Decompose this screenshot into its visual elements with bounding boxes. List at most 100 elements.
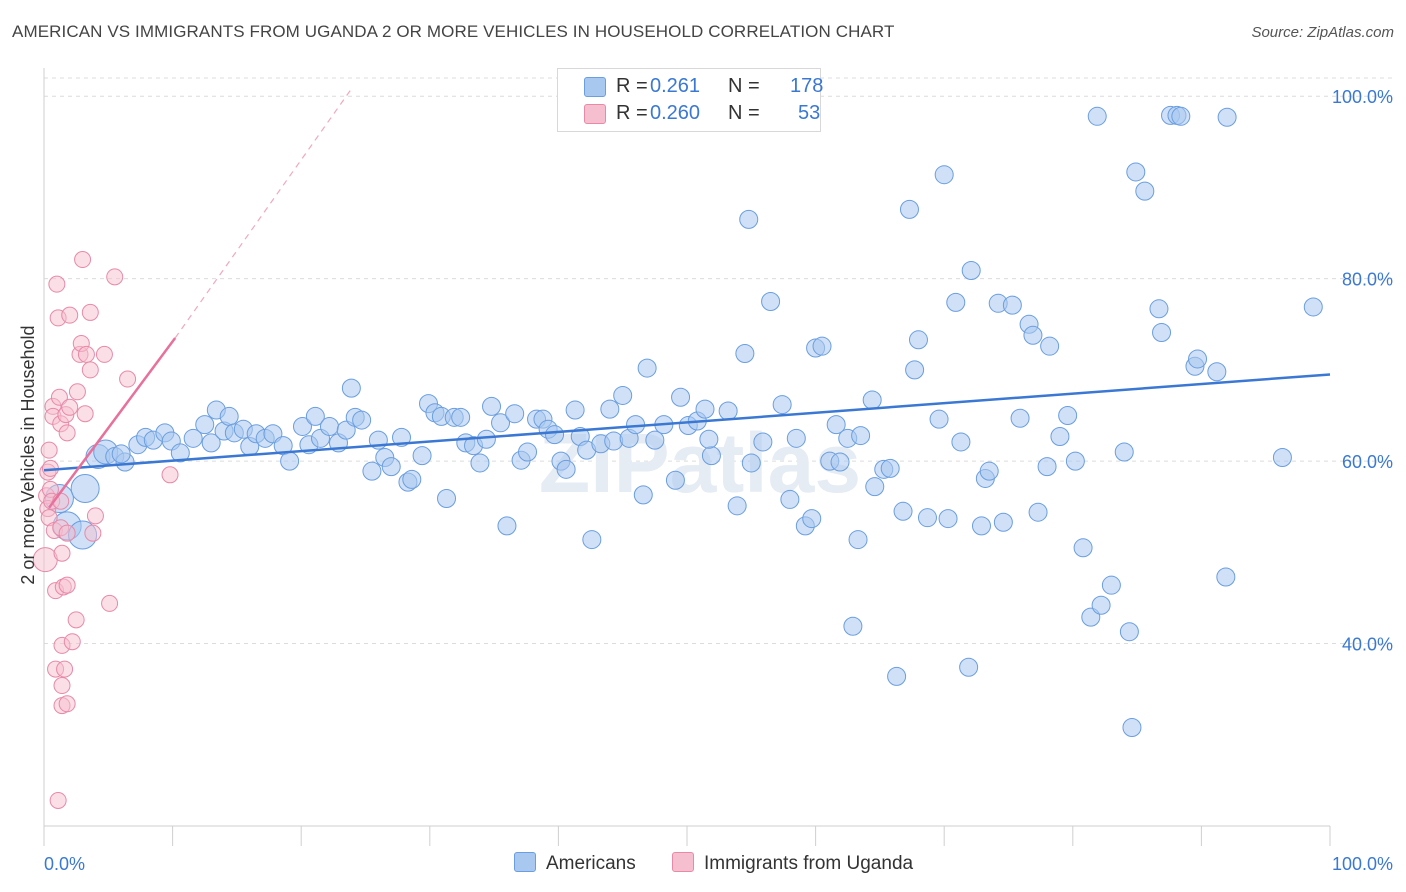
americans-point xyxy=(699,429,719,449)
americans-point xyxy=(1002,295,1022,315)
americans-trend-line xyxy=(43,373,1331,472)
americans-point xyxy=(865,477,885,497)
americans-point xyxy=(772,395,792,415)
americans-point xyxy=(183,428,203,448)
uganda-point xyxy=(67,611,85,629)
americans-point xyxy=(1037,457,1057,477)
americans-point xyxy=(482,396,502,416)
americans-point xyxy=(917,508,937,528)
americans-point xyxy=(451,407,471,427)
americans-point xyxy=(476,429,496,449)
uganda-point xyxy=(53,677,71,695)
americans-point xyxy=(739,209,759,229)
uganda-point xyxy=(161,466,179,484)
bottom-legend-label-americans: Americans xyxy=(546,853,636,874)
americans-point xyxy=(1073,538,1093,558)
americans-point xyxy=(412,446,432,466)
legend-n-value: 178 xyxy=(790,75,824,97)
americans-point xyxy=(701,446,721,466)
americans-point xyxy=(1207,362,1227,382)
americans-point xyxy=(381,457,401,477)
americans-point xyxy=(946,292,966,312)
americans-point xyxy=(665,470,685,490)
americans-point xyxy=(600,399,620,419)
americans-point xyxy=(1126,162,1146,182)
legend-r-label: R = xyxy=(616,75,648,97)
americans-point xyxy=(843,616,863,636)
americans-point xyxy=(979,461,999,481)
americans-point xyxy=(582,530,602,550)
americans-point xyxy=(497,516,517,536)
americans-point xyxy=(735,343,755,363)
uganda-point xyxy=(58,424,76,442)
americans-point xyxy=(959,657,979,677)
americans-point xyxy=(727,496,747,516)
americans-point xyxy=(1065,451,1085,471)
americans-point xyxy=(613,385,633,405)
americans-point xyxy=(1171,106,1191,126)
americans-point xyxy=(1188,349,1208,369)
uganda-point xyxy=(61,306,79,324)
americans-point xyxy=(70,473,100,503)
americans-point xyxy=(565,400,585,420)
americans-point xyxy=(1114,442,1134,462)
trend-lines xyxy=(43,86,1331,509)
americans-point xyxy=(604,431,624,451)
uganda-point xyxy=(61,398,79,416)
americans-point xyxy=(780,489,800,509)
uganda-point xyxy=(56,660,74,678)
americans-point xyxy=(741,453,761,473)
americans-point xyxy=(437,489,457,509)
americans-point xyxy=(1149,299,1169,319)
americans-point xyxy=(305,406,325,426)
uganda-trend-extension xyxy=(174,86,354,339)
americans-point xyxy=(402,469,422,489)
americans-point xyxy=(1101,575,1121,595)
americans-point xyxy=(908,330,928,350)
uganda-points xyxy=(32,251,179,809)
legend-n-label: N = xyxy=(728,102,760,124)
uganda-point xyxy=(74,251,92,269)
americans-point xyxy=(887,666,907,686)
americans-point xyxy=(830,452,850,472)
uganda-point xyxy=(63,633,81,651)
y-tick-label: 80.0% xyxy=(1342,270,1393,290)
americans-point xyxy=(848,530,868,550)
americans-point xyxy=(362,461,382,481)
americans-point xyxy=(761,291,781,311)
americans-point xyxy=(1050,426,1070,446)
americans-point xyxy=(219,406,239,426)
legend-swatch-uganda xyxy=(584,104,606,124)
americans-point xyxy=(470,453,490,473)
americans-point xyxy=(893,501,913,521)
americans-point xyxy=(1091,595,1111,615)
legend-n-label: N = xyxy=(728,75,760,97)
americans-point xyxy=(1010,408,1030,428)
americans-point xyxy=(1135,181,1155,201)
americans-point xyxy=(1152,323,1172,343)
americans-point xyxy=(929,409,949,429)
uganda-point xyxy=(58,576,76,594)
bottom-legend-americans: Americans xyxy=(514,852,636,875)
uganda-point xyxy=(106,268,124,286)
legend-swatch-americans xyxy=(584,77,606,97)
americans-point xyxy=(319,416,339,436)
bottom-legend-swatch-americans xyxy=(514,852,536,872)
uganda-point xyxy=(53,544,71,562)
y-tick-label: 40.0% xyxy=(1342,635,1393,655)
x-tick-label: 0.0% xyxy=(44,854,85,874)
uganda-point xyxy=(68,383,86,401)
uganda-point xyxy=(48,275,66,293)
uganda-point xyxy=(86,507,104,525)
americans-point xyxy=(971,516,991,536)
americans-point xyxy=(1303,297,1323,317)
y-axis-label: 2 or more Vehicles in Household xyxy=(18,325,38,584)
uganda-point xyxy=(58,695,76,713)
americans-point xyxy=(1058,406,1078,426)
americans-point xyxy=(880,458,900,478)
americans-point xyxy=(1272,447,1292,467)
bottom-legend-swatch-uganda xyxy=(672,852,694,872)
correlation-legend: R = 0.261 N = 178 R = 0.260 N = 53 xyxy=(557,68,824,132)
americans-point xyxy=(951,432,971,452)
